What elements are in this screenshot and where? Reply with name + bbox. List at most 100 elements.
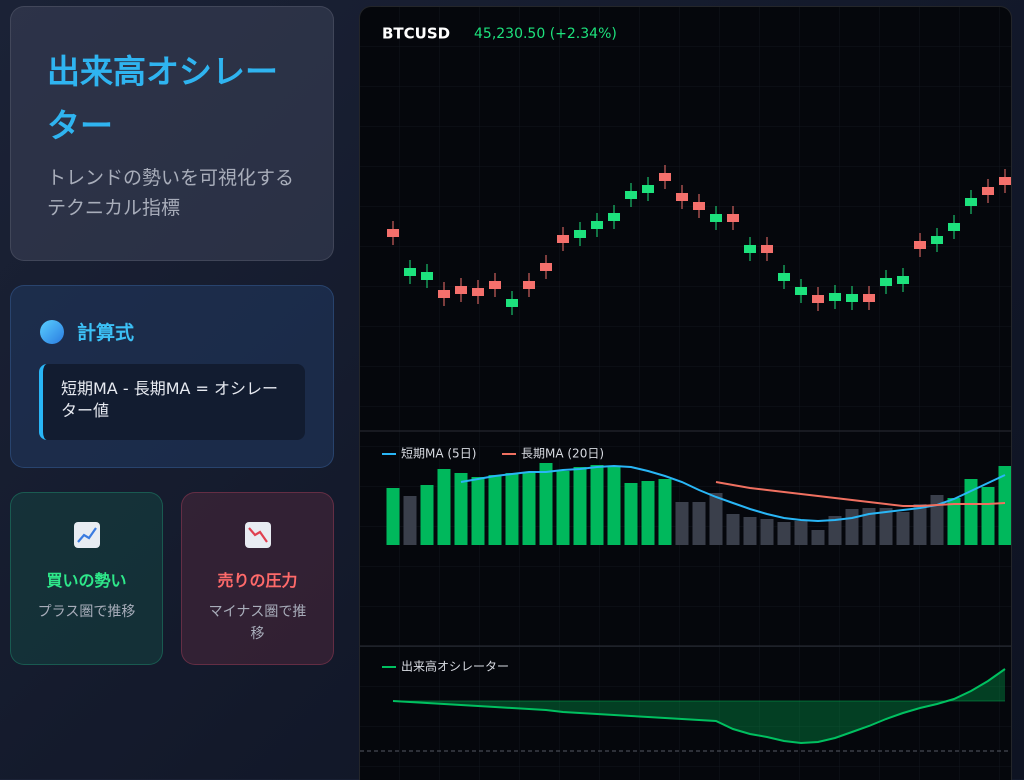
volume-bar [964, 479, 978, 545]
candle-body [982, 187, 994, 195]
candle-body [897, 276, 909, 284]
volume-bar [930, 495, 944, 545]
candle-body [472, 288, 484, 296]
volume-bar [420, 485, 434, 545]
candle-body [540, 263, 552, 271]
candle-body [795, 287, 807, 295]
legend-label: 長期MA (20日) [521, 447, 604, 461]
volume-bar [607, 467, 621, 545]
volume-bar [862, 508, 876, 545]
candle-body [625, 191, 637, 199]
volume-bar [726, 514, 740, 545]
candle-body [421, 272, 433, 280]
candle-body [948, 223, 960, 231]
volume-bar [998, 466, 1011, 545]
candle-body [659, 173, 671, 181]
volume-bar [454, 473, 468, 545]
volume-bar [437, 469, 451, 545]
price: 45,230.50 (+2.34%) [474, 26, 617, 42]
volume-bar [658, 479, 672, 545]
candle-body [642, 185, 654, 193]
volume-bar [556, 471, 570, 545]
volume-bar [845, 509, 859, 545]
candle-body [387, 229, 399, 237]
volume-bar [522, 473, 536, 545]
volume-bar [488, 475, 502, 545]
candle-body [574, 230, 586, 238]
oscillator-line [392, 668, 1006, 745]
candle-body [438, 290, 450, 298]
volume-bar [794, 521, 808, 545]
volume-bar [471, 477, 485, 545]
volume-bar [675, 502, 689, 545]
formula-icon [40, 319, 64, 344]
candle-body [761, 245, 773, 253]
candle-body [999, 177, 1011, 185]
candle-body [965, 198, 977, 206]
formula-card: 計算式 短期MA - 長期MA = オシレーター値 [10, 285, 334, 468]
card-text: マイナス圏で推移 [208, 604, 307, 642]
volume-bar [777, 522, 791, 545]
candle-body [880, 278, 892, 286]
trading-chart: BTCUSD 45,230.50 (+2.34%) 短期MA (5日) 長期MA … [359, 6, 1012, 780]
volume-bar [709, 493, 723, 545]
candle-body [744, 245, 756, 253]
volume-bar [692, 502, 706, 545]
candle-body [846, 294, 858, 302]
ma-line [460, 464, 1006, 523]
volume-bar [743, 517, 757, 545]
volume-bar [947, 498, 961, 545]
ma-line [715, 481, 1006, 507]
sell-card: 売りの圧力 マイナス圏で推移 [181, 492, 334, 665]
candle-body [591, 221, 603, 229]
volume-bar [811, 530, 825, 545]
title-card: 出来高オシレーター トレンドの勢いを可視化するテクニカル指標 [10, 6, 334, 261]
formula-title: 計算式 [77, 322, 135, 344]
volume-bar [981, 487, 995, 545]
volume-bar [828, 516, 842, 545]
chart-up-icon [73, 522, 100, 548]
formula-text: 短期MA - 長期MA = オシレーター値 [39, 364, 305, 440]
volume-bar [403, 496, 417, 545]
page-title: 出来高オシレーター [47, 52, 278, 145]
oscillator-area [393, 669, 1005, 743]
volume-bar [896, 512, 910, 545]
candle-body [489, 281, 501, 289]
candle-body [455, 286, 467, 294]
candle-body [727, 214, 739, 222]
candle-body [404, 268, 416, 276]
subtitle: トレンドの勢いを可視化するテクニカル指標 [47, 167, 295, 219]
card-title: 売りの圧力 [217, 571, 298, 590]
symbol: BTCUSD [382, 25, 450, 43]
candle-body [506, 299, 518, 307]
volume-bar [386, 488, 400, 545]
candle-body [710, 214, 722, 222]
buy-card: 買いの勢い プラス圏で推移 [10, 492, 163, 665]
candle-body [812, 295, 824, 303]
candle-body [523, 281, 535, 289]
volume-bar [590, 465, 604, 545]
candle-body [778, 273, 790, 281]
candle-body [914, 241, 926, 249]
grid [360, 7, 1011, 780]
card-text: プラス圏で推移 [37, 604, 136, 620]
volume-bar [624, 483, 638, 545]
candle-body [931, 236, 943, 244]
candle-body [863, 294, 875, 302]
volume-bar [539, 463, 553, 545]
legend-label: 出来高オシレーター [401, 659, 509, 674]
chart-down-icon [244, 522, 271, 548]
volume-bar [505, 473, 519, 545]
candle-body [829, 293, 841, 301]
card-title: 買いの勢い [46, 571, 127, 590]
volume-bar [641, 481, 655, 545]
candle-body [693, 202, 705, 210]
volume-bar [879, 508, 893, 545]
candle-body [676, 193, 688, 201]
candle-body [557, 235, 569, 243]
volume-bar [760, 519, 774, 545]
volume-bar [913, 504, 927, 545]
volume-bar [573, 467, 587, 545]
candle-body [608, 213, 620, 221]
